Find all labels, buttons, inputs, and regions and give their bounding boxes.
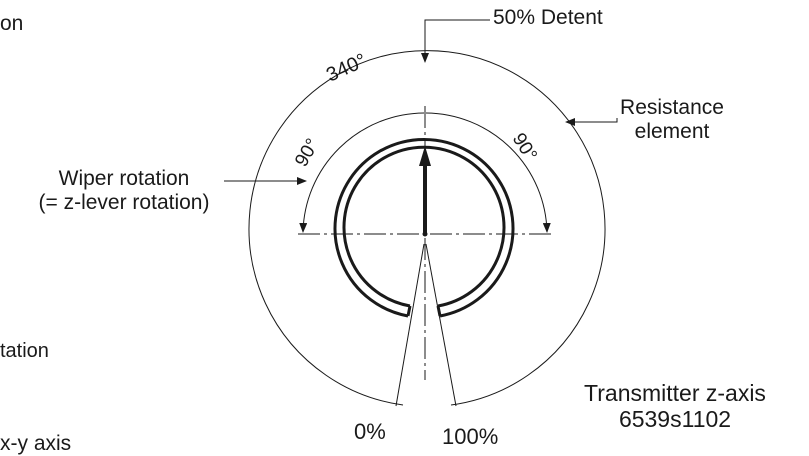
detent-leader (421, 19, 490, 63)
detent-label: 50% Detent (493, 6, 603, 29)
resistance-label-line2: element (634, 120, 710, 144)
cropped-text-mid-left: tation (0, 340, 49, 362)
hundred-percent-line (425, 243, 457, 407)
zero-percent-line (395, 243, 425, 407)
ring-end-right (436, 305, 442, 317)
resistance-element-label: Resistance element (612, 96, 732, 144)
wiper-rotation-label: Wiper rotation (= z-lever rotation) (21, 167, 227, 215)
left-90-arc (299, 112, 425, 233)
resistance-ring-outer (333, 137, 515, 318)
cropped-text-top-left: on (0, 12, 24, 35)
ring-end-left (406, 305, 412, 317)
diagram-title: Transmitter z-axis 6539s1102 (560, 380, 790, 433)
resistance-label-line1: Resistance (620, 96, 724, 119)
outer-arc-340 (248, 50, 606, 406)
arc-340-label: 340° (323, 50, 370, 87)
cropped-text-bottom-left: x-y axis (0, 432, 72, 455)
wiper-arrow-head (419, 146, 431, 166)
wiper-label-line1: Wiper rotation (58, 167, 190, 190)
arc-right-90-label: 90° (508, 130, 541, 165)
pivot-point (422, 231, 428, 237)
zero-percent-label: 0% (354, 419, 386, 444)
right-90-arc (425, 112, 551, 233)
hundred-percent-label: 100% (442, 424, 499, 449)
resistance-leader (565, 118, 618, 126)
wiper-label-line2: (= z-lever rotation) (38, 191, 210, 215)
arc-left-90-label: 90° (291, 135, 324, 170)
resistance-ring-inner (342, 145, 506, 308)
title-line2: 6539s1102 (618, 406, 732, 433)
title-line1: Transmitter z-axis (584, 380, 766, 406)
